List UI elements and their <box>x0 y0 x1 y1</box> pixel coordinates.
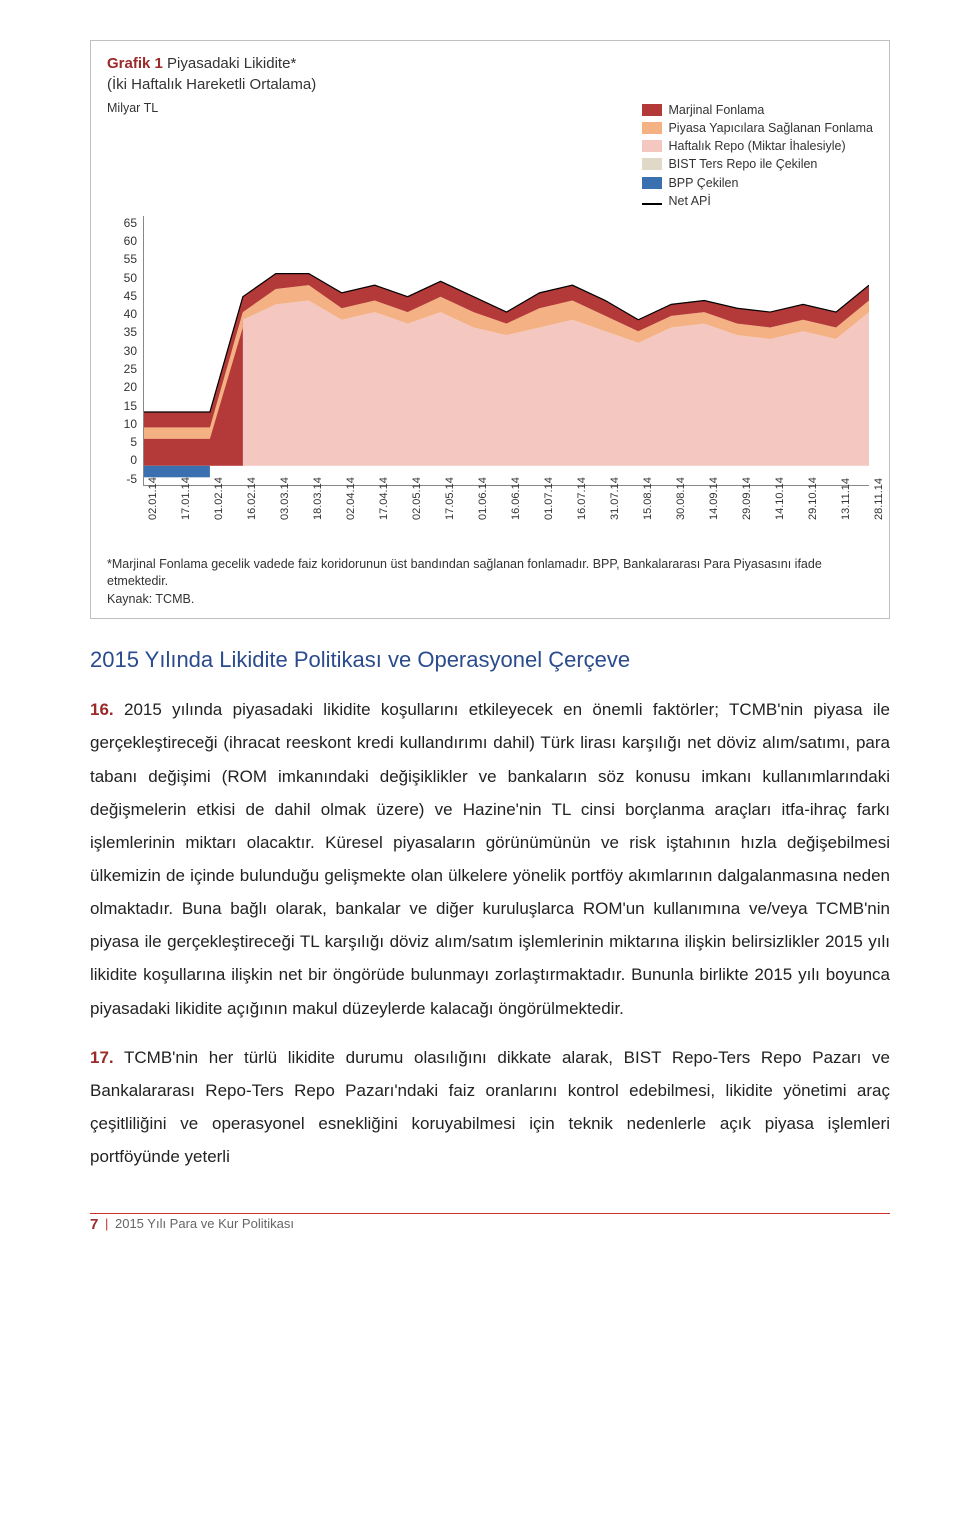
section-heading: 2015 Yılında Likidite Politikası ve Oper… <box>90 647 890 673</box>
legend-item: BPP Çekilen <box>642 174 873 192</box>
y-tick: 55 <box>107 252 137 266</box>
chart-container: Grafik 1 Piyasadaki Likidite* (İki Hafta… <box>90 40 890 619</box>
legend-swatch <box>642 104 662 116</box>
page: Grafik 1 Piyasadaki Likidite* (İki Hafta… <box>0 0 960 1253</box>
footer-separator: | <box>102 1216 111 1231</box>
chart-title: Grafik 1 Piyasadaki Likidite* <box>107 53 873 74</box>
chart-svg <box>144 216 869 485</box>
legend-swatch <box>642 158 662 170</box>
chart-subtitle: (İki Haftalık Hareketli Ortalama) <box>107 74 873 95</box>
y-tick: 15 <box>107 399 137 413</box>
y-tick: 5 <box>107 435 137 449</box>
para-num-17: 17. <box>90 1048 114 1067</box>
y-tick: 65 <box>107 216 137 230</box>
legend-swatch <box>642 140 662 152</box>
y-tick: 45 <box>107 289 137 303</box>
paragraph-16: 16. 2015 yılında piyasadaki likidite koş… <box>90 693 890 1024</box>
y-tick: 10 <box>107 417 137 431</box>
y-tick: 35 <box>107 325 137 339</box>
plot-region <box>143 216 869 486</box>
y-tick: 50 <box>107 271 137 285</box>
legend-item: Haftalık Repo (Miktar İhalesiyle) <box>642 137 873 155</box>
y-tick: 0 <box>107 453 137 467</box>
y-axis-unit: Milyar TL <box>107 101 158 115</box>
para-16-text: 2015 yılında piyasadaki likidite koşulla… <box>90 700 890 1017</box>
legend-label: Marjinal Fonlama <box>668 101 764 119</box>
page-footer: 7 | 2015 Yılı Para ve Kur Politikası <box>90 1213 890 1233</box>
chart-footnote: *Marjinal Fonlama gecelik vadede faiz ko… <box>107 556 873 609</box>
chart-legend: Marjinal FonlamaPiyasa Yapıcılara Sağlan… <box>642 101 873 210</box>
chart-title-prefix: Grafik 1 <box>107 55 163 72</box>
legend-swatch <box>642 122 662 134</box>
para-num-16: 16. <box>90 700 114 719</box>
legend-label: Haftalık Repo (Miktar İhalesiyle) <box>668 137 845 155</box>
legend-swatch <box>642 177 662 189</box>
y-tick: -5 <box>107 472 137 486</box>
y-tick: 25 <box>107 362 137 376</box>
legend-label: Piyasa Yapıcılara Sağlanan Fonlama <box>668 119 873 137</box>
y-tick: 20 <box>107 380 137 394</box>
legend-item: Marjinal Fonlama <box>642 101 873 119</box>
footer-text: 2015 Yılı Para ve Kur Politikası <box>115 1216 294 1231</box>
y-tick: 30 <box>107 344 137 358</box>
legend-item: Net APİ <box>642 192 873 210</box>
page-number: 7 <box>90 1216 98 1233</box>
y-tick: 40 <box>107 307 137 321</box>
legend-label: Net APİ <box>668 192 710 210</box>
legend-label: BPP Çekilen <box>668 174 738 192</box>
legend-label: BIST Ters Repo ile Çekilen <box>668 155 817 173</box>
paragraph-17: 17. TCMB'nin her türlü likidite durumu o… <box>90 1041 890 1174</box>
legend-item: BIST Ters Repo ile Çekilen <box>642 155 873 173</box>
y-tick: 60 <box>107 234 137 248</box>
para-17-text: TCMB'nin her türlü likidite durumu olası… <box>90 1048 890 1166</box>
x-axis: 02.01.1417.01.1401.02.1416.02.1403.03.14… <box>143 486 869 526</box>
legend-item: Piyasa Yapıcılara Sağlanan Fonlama <box>642 119 873 137</box>
footnote-line2: Kaynak: TCMB. <box>107 591 873 609</box>
chart-title-rest: Piyasadaki Likidite* <box>163 55 296 72</box>
legend-swatch <box>642 203 662 205</box>
chart-header-row: Milyar TL Marjinal FonlamaPiyasa Yapıcıl… <box>107 101 873 210</box>
chart-plot-area: 65605550454035302520151050-5 02.01.1417.… <box>107 216 873 516</box>
footnote-line1: *Marjinal Fonlama gecelik vadede faiz ko… <box>107 556 873 591</box>
y-axis: 65605550454035302520151050-5 <box>107 216 137 486</box>
